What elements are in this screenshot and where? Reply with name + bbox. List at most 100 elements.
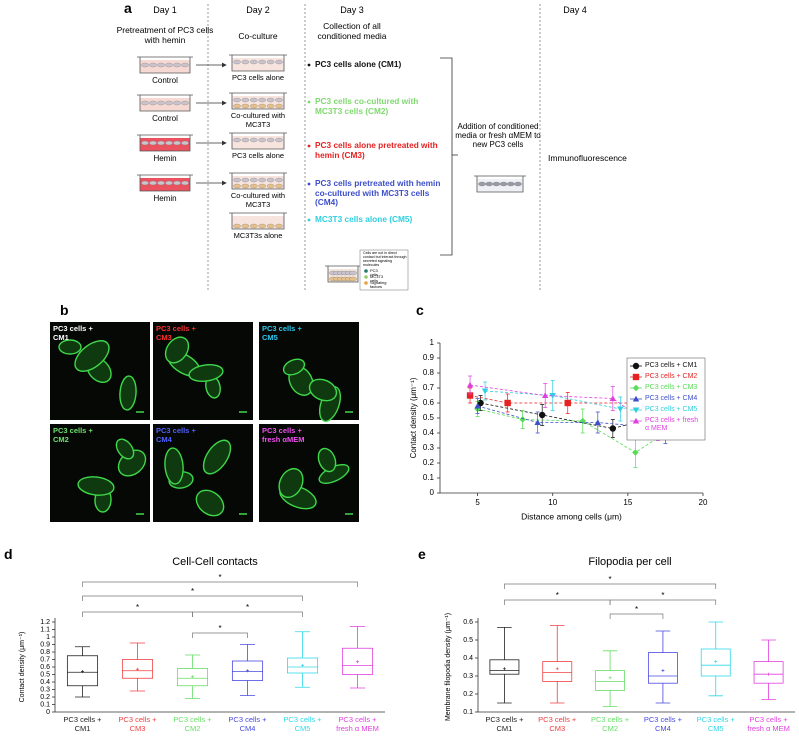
bullet (307, 144, 311, 148)
cell (258, 177, 266, 183)
legend-entry: PC3 cells + CM1 (645, 362, 698, 369)
mean (608, 676, 612, 680)
box (542, 661, 573, 682)
culture-well (229, 54, 287, 72)
y-tick-label: 0.4 (423, 428, 435, 437)
cell (241, 103, 250, 109)
cell-outline (164, 447, 184, 485)
y-tick-label: 0.2 (463, 691, 473, 698)
cell (149, 140, 157, 146)
whisker-low (655, 683, 671, 704)
whisker-high (184, 654, 201, 669)
y-tick-label: 0.4 (463, 655, 473, 662)
culture-well (474, 175, 526, 193)
cell-outline (119, 375, 137, 411)
x-tick-label: PC3 cells + CM3 (118, 715, 157, 733)
y-tick-label: 0.8 (40, 649, 50, 656)
cell (141, 180, 149, 186)
x-tick-label: PC3 cells + CM3 (538, 715, 577, 733)
cell (258, 223, 266, 229)
cell (149, 100, 157, 106)
y-axis-label: Membrane filopodia density (μm⁻¹) (445, 613, 452, 721)
whisker-high (349, 626, 366, 649)
data-point (474, 402, 481, 409)
micrograph (153, 424, 253, 522)
micrograph-label: PC3 cells + CM4 (156, 426, 196, 444)
significance-bracket (192, 632, 248, 638)
y-tick-label: 0.8 (423, 368, 435, 377)
cell (241, 97, 250, 103)
day-label: Day 2 (246, 5, 270, 15)
y-tick-label: 0.1 (423, 473, 435, 482)
significance-bracket (504, 599, 611, 605)
whisker-high (602, 650, 618, 671)
whisker-low (549, 681, 565, 704)
cell (141, 62, 149, 68)
y-tick-label: 0 (46, 709, 50, 716)
significance-bracket (82, 581, 358, 587)
significance-bracket (192, 611, 303, 617)
y-tick-label: 0.1 (40, 701, 50, 708)
cell (149, 62, 157, 68)
well-liquid (232, 136, 284, 149)
bullet (307, 100, 311, 104)
cell (478, 181, 486, 187)
data-point (538, 411, 546, 419)
pretreatment-label: Hemin (153, 154, 177, 163)
mean (714, 660, 718, 664)
cell (266, 59, 275, 65)
whisker-high (549, 625, 565, 662)
data-point (632, 449, 639, 456)
analysis-text: Immunofluorescence (548, 153, 627, 163)
y-tick-label: 0.5 (40, 671, 50, 678)
day-label: Day 3 (340, 5, 364, 15)
whisker-low (294, 673, 311, 688)
culture-well (229, 92, 287, 110)
cell (233, 183, 241, 189)
cell-outline (58, 339, 82, 355)
x-tick-label: PC3 cells + CM1 (485, 715, 524, 733)
y-tick-label: 0.6 (40, 664, 50, 671)
whisker-high (294, 631, 311, 658)
whisker-low (239, 680, 256, 696)
legend-marker (632, 395, 640, 402)
cell (266, 137, 275, 143)
significance-label: * (218, 573, 221, 582)
data-point (579, 417, 586, 425)
cell (266, 183, 275, 189)
x-tick-label: PC3 cells + CM1 (63, 715, 102, 733)
cell (266, 97, 275, 103)
cell (181, 100, 189, 106)
data-point (564, 399, 571, 407)
y-tick-label: 0.9 (40, 641, 50, 648)
y-tick-label: 0.5 (423, 413, 435, 422)
legend-marker (632, 362, 640, 370)
data-point (594, 419, 601, 426)
bullet (307, 63, 311, 67)
cell (275, 59, 283, 65)
data-point (617, 406, 624, 413)
significance-bracket (609, 613, 664, 619)
day-label: Day 1 (153, 5, 177, 15)
cell (165, 62, 173, 68)
box (595, 670, 626, 691)
mean (502, 667, 506, 671)
box (286, 657, 319, 674)
data-point (542, 392, 549, 399)
significance-label: * (661, 591, 664, 600)
mean (246, 669, 249, 673)
cell (173, 100, 181, 106)
box (753, 661, 784, 684)
cell (349, 276, 357, 282)
panel-label: e (418, 546, 426, 562)
whisker-high (129, 642, 146, 660)
well-wall (137, 174, 193, 192)
legend-marker (632, 417, 640, 424)
cell (233, 103, 241, 109)
cell (349, 270, 357, 276)
cell (258, 137, 266, 143)
significance-label: * (136, 603, 139, 612)
column-header: Collection of all conditioned media (317, 21, 387, 41)
column-header: Pretreatment of PC3 cells with hemin (116, 25, 214, 45)
